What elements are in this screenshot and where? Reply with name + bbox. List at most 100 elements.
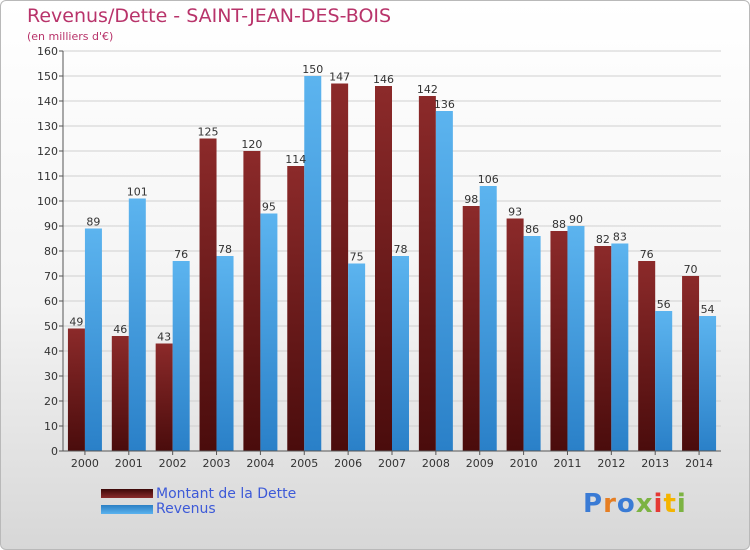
bar-dette <box>682 276 700 451</box>
bar-revenus <box>348 263 366 451</box>
y-tick-label: 40 <box>44 345 58 358</box>
data-label-dette: 120 <box>241 138 262 151</box>
y-tick-label: 0 <box>51 445 58 458</box>
data-label-revenus: 54 <box>701 303 715 316</box>
x-tick-label: 2000 <box>71 457 99 470</box>
data-label-revenus: 150 <box>302 63 323 76</box>
bar-dette <box>67 328 85 451</box>
data-label-dette: 88 <box>552 218 566 231</box>
x-tick-label: 2014 <box>685 457 713 470</box>
bar-dette <box>199 138 217 451</box>
bar-revenus <box>523 236 541 451</box>
data-label-dette: 114 <box>285 153 306 166</box>
data-label-revenus: 95 <box>262 201 276 214</box>
chart-subtitle: (en milliers d'€) <box>27 30 114 43</box>
legend-label-revenus: Revenus <box>156 501 216 517</box>
y-tick-label: 110 <box>37 170 58 183</box>
bar-revenus <box>304 76 322 451</box>
data-label-revenus: 136 <box>434 98 455 111</box>
data-label-revenus: 78 <box>394 243 408 256</box>
legend-label-dette: Montant de la Dette <box>156 486 297 502</box>
y-tick-label: 70 <box>44 270 58 283</box>
bar-revenus <box>172 261 190 451</box>
x-tick-label: 2013 <box>641 457 669 470</box>
logo-letter: i <box>653 489 664 519</box>
legend-swatch-dette <box>101 489 153 498</box>
data-label-dette: 76 <box>640 248 654 261</box>
bar-revenus <box>128 198 146 451</box>
x-tick-label: 2005 <box>290 457 318 470</box>
data-label-revenus: 101 <box>127 186 148 199</box>
x-tick-label: 2003 <box>203 457 231 470</box>
bar-dette <box>243 151 261 451</box>
bar-dette <box>462 206 480 451</box>
bar-revenus <box>84 228 102 451</box>
x-tick-label: 2001 <box>115 457 143 470</box>
y-tick-label: 90 <box>44 220 58 233</box>
data-label-dette: 82 <box>596 233 610 246</box>
y-tick-label: 130 <box>37 120 58 133</box>
data-label-dette: 43 <box>157 331 171 344</box>
bar-revenus <box>216 256 234 451</box>
x-tick-label: 2004 <box>246 457 274 470</box>
logo-letter: t <box>663 489 677 519</box>
chart-title: Revenus/Dette - SAINT-JEAN-DES-BOIS <box>27 5 392 27</box>
bar-revenus <box>567 226 585 451</box>
y-tick-label: 60 <box>44 295 58 308</box>
bar-dette <box>331 83 349 451</box>
data-label-dette: 49 <box>69 316 83 329</box>
data-label-revenus: 78 <box>218 243 232 256</box>
data-label-dette: 93 <box>508 206 522 219</box>
x-tick-label: 2007 <box>378 457 406 470</box>
logo-letter: o <box>616 489 636 519</box>
y-tick-label: 80 <box>44 245 58 258</box>
x-tick-label: 2010 <box>510 457 538 470</box>
data-label-revenus: 56 <box>657 298 671 311</box>
proxiti-logo: Proxiti <box>583 489 687 519</box>
y-tick-label: 120 <box>37 145 58 158</box>
bar-dette <box>418 96 436 451</box>
y-tick-label: 10 <box>44 420 58 433</box>
data-label-revenus: 76 <box>174 248 188 261</box>
x-tick-label: 2006 <box>334 457 362 470</box>
bar-dette <box>287 166 305 451</box>
y-tick-label: 140 <box>37 95 58 108</box>
bar-revenus <box>655 311 673 451</box>
logo-letter: P <box>583 489 604 519</box>
x-tick-label: 2012 <box>597 457 625 470</box>
y-tick-label: 100 <box>37 195 58 208</box>
data-label-dette: 125 <box>198 126 219 139</box>
y-tick-label: 150 <box>37 70 58 83</box>
bar-revenus <box>260 213 278 451</box>
bar-dette <box>111 336 129 451</box>
logo-letter: x <box>635 489 654 519</box>
x-tick-label: 2011 <box>553 457 581 470</box>
y-tick-label: 50 <box>44 320 58 333</box>
data-label-revenus: 83 <box>613 231 627 244</box>
data-label-dette: 147 <box>329 71 350 84</box>
logo-letter: i <box>676 489 687 519</box>
bar-revenus <box>611 243 629 451</box>
bar-dette <box>155 343 173 451</box>
y-tick-label: 20 <box>44 395 58 408</box>
legend-swatch-revenus <box>101 505 153 514</box>
data-label-revenus: 90 <box>569 213 583 226</box>
data-label-dette: 146 <box>373 73 394 86</box>
x-tick-label: 2008 <box>422 457 450 470</box>
bar-dette <box>594 246 612 451</box>
data-label-revenus: 86 <box>525 223 539 236</box>
x-tick-label: 2002 <box>159 457 187 470</box>
bar-dette <box>550 231 568 451</box>
bar-revenus <box>479 186 497 451</box>
data-label-dette: 142 <box>417 83 438 96</box>
bar-revenus <box>699 316 717 451</box>
data-label-dette: 70 <box>684 263 698 276</box>
data-label-revenus: 89 <box>86 216 100 229</box>
y-tick-label: 30 <box>44 370 58 383</box>
data-label-dette: 98 <box>464 193 478 206</box>
logo-letter: r <box>603 489 617 519</box>
bar-dette <box>375 86 392 451</box>
bar-dette <box>638 261 656 451</box>
